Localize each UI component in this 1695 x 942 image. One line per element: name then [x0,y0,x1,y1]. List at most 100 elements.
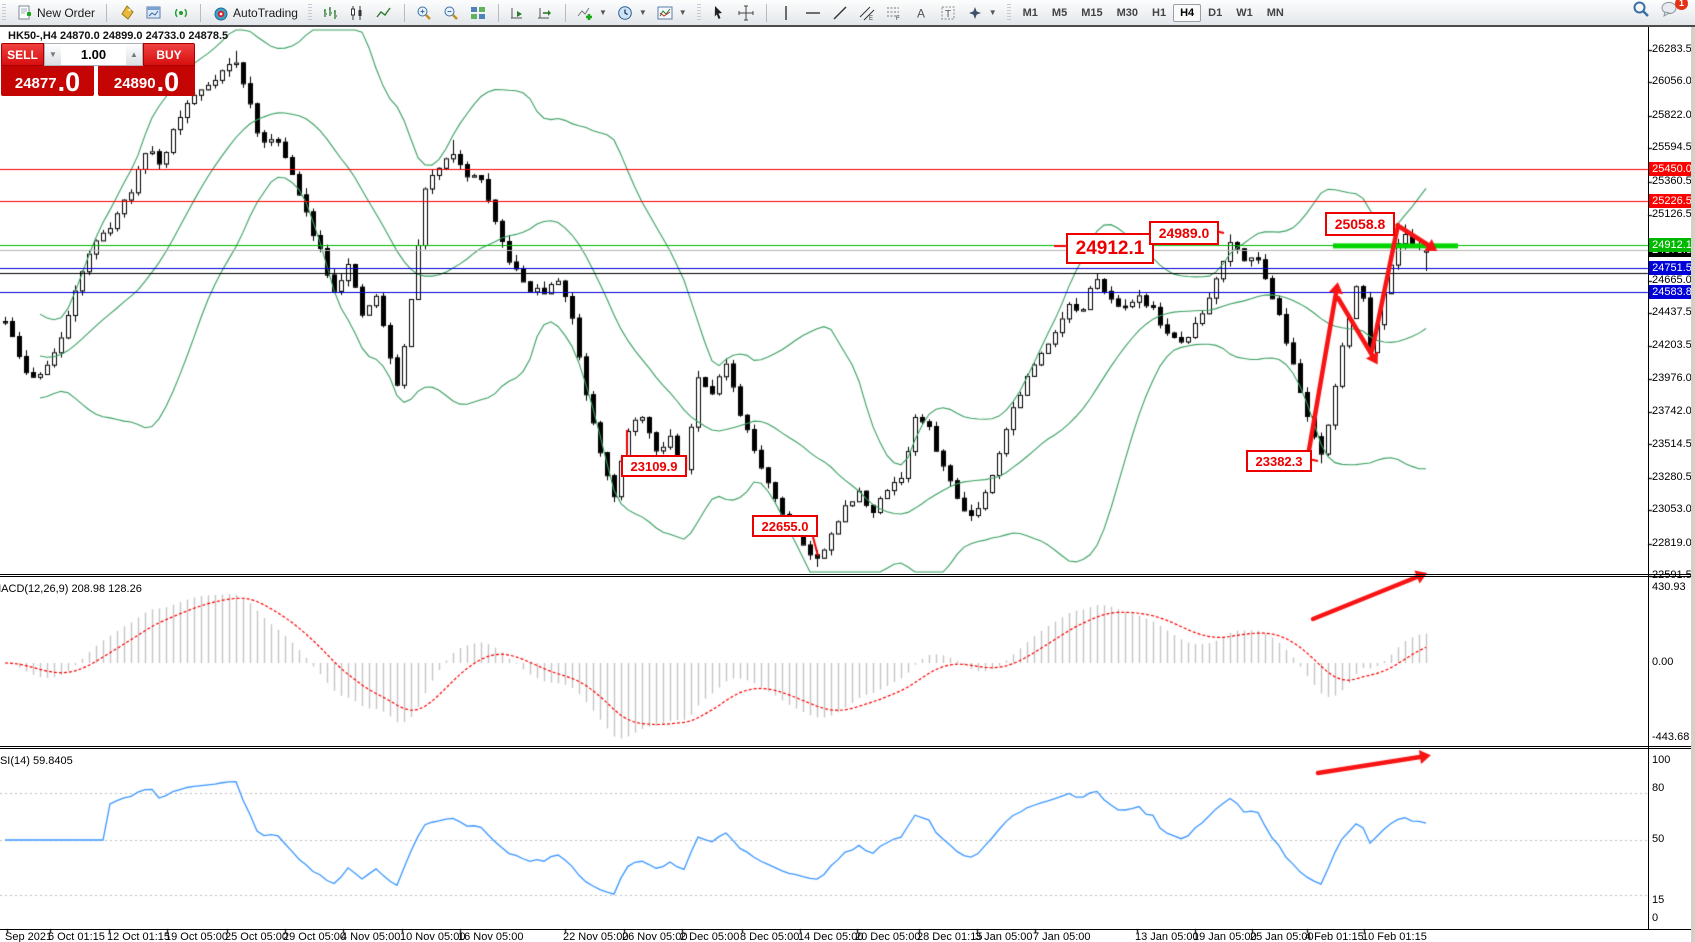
vertical-line-tool-icon[interactable] [773,4,800,22]
time-tick: 3 Jan 05:00 [975,931,1033,942]
channel-tool-icon[interactable]: E [854,4,881,22]
toolbar-grip[interactable] [2,3,6,22]
timeframe-h4[interactable]: H4 [1173,3,1202,22]
ask-price[interactable]: 24890 .0 [98,66,195,96]
time-tick: 14 Dec 05:00 [798,931,864,942]
time-tick: 29 Oct 05:00 [283,931,346,942]
autotrading-icon [212,5,229,21]
chart-line-icon[interactable] [371,4,398,22]
periods-button[interactable]: ▼ [612,4,652,22]
add-indicator-icon [577,5,594,21]
time-tick: 10 Nov 05:00 [400,931,466,942]
timeframe-m30[interactable]: M30 [1116,6,1139,19]
timeframe-m1[interactable]: M1 [1022,6,1038,19]
price-tick: 25360.5 [1652,174,1692,187]
price-tick: 23053.0 [1652,503,1692,516]
time-tick: 20 Dec 05:00 [855,931,921,942]
rsi-axis-tick: 50 [1652,833,1665,845]
volume-increase-button[interactable]: ▲ [126,44,142,65]
macd-panel-separator2 [0,576,1695,577]
notification-count-badge: 1 [1675,0,1688,10]
zoom-in-icon[interactable] [411,4,438,22]
sell-button[interactable]: SELL [1,43,44,66]
market-watch-icon[interactable] [113,4,140,22]
tile-windows-icon[interactable] [465,4,492,22]
time-tick: 13 Jan 05:00 [1135,931,1199,942]
time-tick: 10 Feb 01:15 [1362,931,1427,942]
chart-bars-icon[interactable] [317,4,344,22]
rsi-panel-separator[interactable] [0,746,1695,747]
price-tick: 25594.5 [1652,141,1692,154]
timeframe-m15[interactable]: M15 [1081,6,1103,19]
auto-scroll-icon[interactable] [505,4,532,22]
svg-text:T: T [945,9,951,20]
indicators-button[interactable]: ▼ [572,4,612,22]
chart-title-ohlc: HK50-,H4 24870.0 24899.0 24733.0 24878.5 [8,30,229,42]
bid-price[interactable]: 24877 .0 [1,66,94,96]
time-tick: 12 Oct 01:15 [107,931,170,942]
timeframe-w1[interactable]: W1 [1236,6,1253,19]
chart-candles-icon[interactable] [344,4,371,22]
svg-text:A: A [917,6,925,20]
price-annotation[interactable]: 25058.8 [1325,212,1395,236]
chevron-down-icon: ▼ [988,8,997,17]
templates-button[interactable]: ▼ [652,4,692,22]
autotrading-label: AutoTrading [233,5,298,20]
rsi-axis-tick: 0 [1652,912,1659,924]
cursor-icon[interactable] [706,4,733,22]
new-order-button[interactable]: New Order [11,4,100,22]
trendline-tool-icon[interactable] [827,4,854,22]
svg-text:F: F [896,16,900,21]
zoom-out-icon[interactable] [438,4,465,22]
timeframe-h1[interactable]: H1 [1152,6,1167,19]
price-tick: 22819.0 [1652,536,1692,549]
timeframe-d1[interactable]: D1 [1208,6,1223,19]
time-tick: 19 Jan 05:00 [1193,931,1257,942]
text-tool-icon[interactable]: A [908,4,935,22]
time-tick: 4 Nov 05:00 [341,931,401,942]
price-annotation[interactable]: 24989.0 [1149,221,1219,245]
level-price-badge: 25226.5 [1649,193,1695,208]
price-axis-line[interactable] [1648,27,1649,929]
time-tick: Sep 2021 [5,931,53,942]
level-price-badge: 24583.8 [1649,285,1695,300]
chart-shift-icon[interactable] [532,4,559,22]
volume-decrease-button[interactable]: ▼ [45,44,61,65]
search-icon[interactable] [1632,1,1649,17]
rsi-axis-tick: 100 [1652,754,1671,766]
label-tool-icon[interactable]: T [935,4,962,22]
new-order-label: New Order [37,5,96,20]
rsi-panel-separator2 [0,748,1695,749]
timeframe-m5[interactable]: M5 [1051,6,1068,19]
macd-axis-tick: -443.68 [1652,731,1690,743]
time-tick: 26 Nov 05:00 [622,931,688,942]
notifications-icon[interactable]: 1 [1659,0,1688,17]
chevron-down-icon: ▼ [638,8,647,17]
price-annotation[interactable]: 23109.9 [621,455,687,477]
price-annotation[interactable]: 22655.0 [752,515,818,537]
buy-button[interactable]: BUY [143,43,195,66]
price-annotation[interactable]: 24912.1 [1066,233,1154,264]
fibonacci-tool-icon[interactable]: F [881,4,908,22]
price-annotation[interactable]: 23382.3 [1246,450,1312,472]
svg-text:E: E [869,16,873,21]
price-tick: 23742.0 [1652,405,1692,418]
price-tick: 25126.5 [1652,207,1692,220]
time-tick: 2 Dec 05:00 [680,931,740,942]
volume-input[interactable]: 1.00 [80,47,107,62]
macd-panel-separator[interactable] [0,574,1695,575]
navigator-icon[interactable] [140,4,167,22]
signals-icon[interactable] [167,4,194,22]
price-tick: 24437.5 [1652,306,1692,318]
horizontal-line-tool-icon[interactable] [800,4,827,22]
window-edge [1691,25,1695,942]
autotrading-button[interactable]: AutoTrading [207,4,303,22]
arrows-tool-button[interactable]: ▼ [962,4,1002,22]
new-order-icon [16,5,33,21]
time-tick: 25 Jan 05:00 [1250,931,1314,942]
price-tick: 22591.5 [1652,569,1692,581]
crosshair-icon[interactable] [733,4,760,22]
timeframe-mn[interactable]: MN [1266,6,1284,19]
